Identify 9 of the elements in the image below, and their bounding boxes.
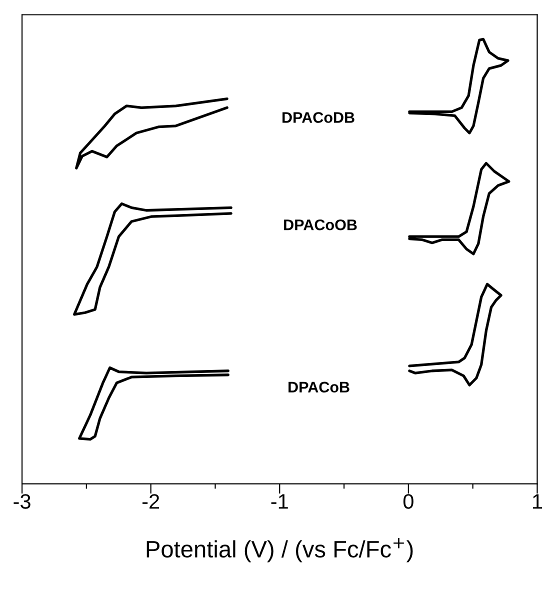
- x-tick-label: 0: [403, 494, 414, 509]
- annotation: DPACoOB: [284, 219, 357, 230]
- x-axis-title: Potential (V) / (vs Fc/Fc$^{+}$): [146, 538, 413, 562]
- x-tick-label: -2: [142, 494, 160, 509]
- annotation: DPACoB: [288, 382, 350, 393]
- x-tick-label: -1: [271, 494, 288, 509]
- annotation: DPACoDB: [282, 112, 354, 123]
- x-tick-label: -3: [14, 494, 30, 509]
- x-tick-label: 1: [533, 494, 542, 509]
